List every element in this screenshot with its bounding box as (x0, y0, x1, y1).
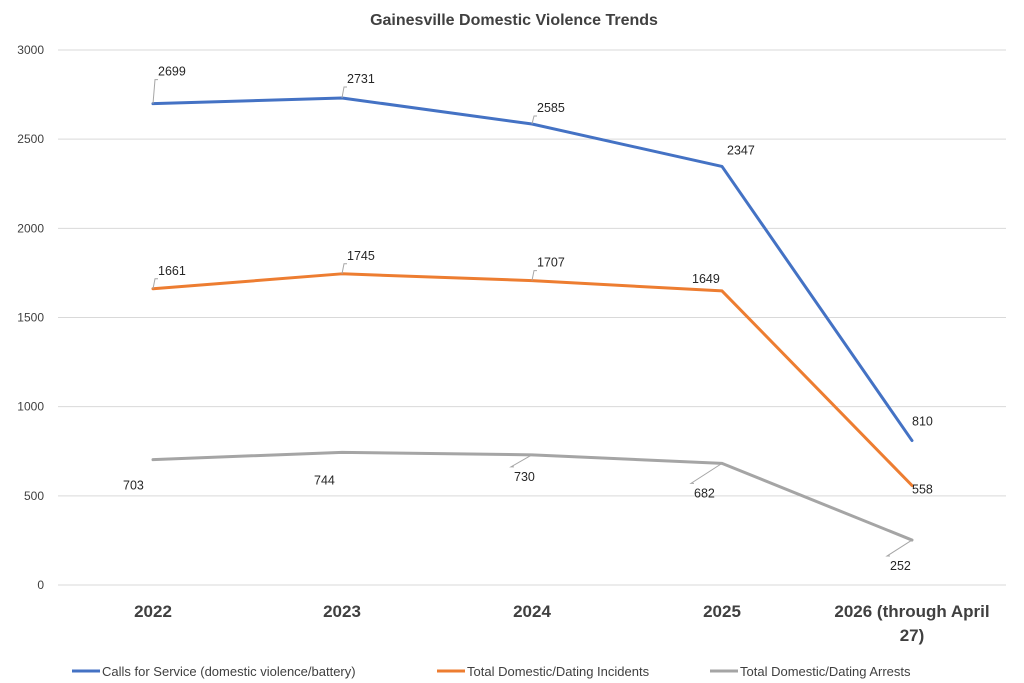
data-label: 1707 (537, 256, 565, 270)
data-label: 810 (912, 415, 933, 429)
x-axis-ticks: 2022 2023 2024 2025 2026 (through April 27) (134, 602, 990, 645)
y-tick-label: 0 (37, 578, 44, 592)
label-leader-line (152, 79, 158, 104)
data-label: 744 (314, 473, 335, 487)
label-leader-line (509, 454, 533, 468)
label-leader-line (531, 270, 537, 281)
y-axis-ticks: 0 500 1000 1500 2000 2500 3000 (17, 43, 44, 592)
legend: Calls for Service (domestic violence/bat… (72, 664, 911, 679)
data-label: 1745 (347, 249, 375, 263)
label-leader-line (341, 263, 347, 274)
label-leader-line (531, 115, 537, 125)
data-labels: 2699 2731 2585 2347 810 1661 1745 1707 1649 558 70… (123, 65, 933, 573)
gridlines (58, 49, 1006, 586)
data-label: 2585 (537, 101, 565, 115)
chart-title: Gainesville Domestic Violence Trends (370, 12, 658, 29)
x-tick-label: 2025 (703, 602, 741, 621)
y-tick-label: 2000 (17, 221, 44, 235)
label-leader-line (689, 462, 723, 484)
data-label: 703 (123, 479, 144, 493)
label-leader-line (885, 539, 913, 557)
x-tick-label: 2022 (134, 602, 172, 621)
x-tick-label: 2026 (through April 27) (834, 602, 989, 645)
data-label: 1649 (692, 272, 720, 286)
legend-label: Total Domestic/Dating Incidents (467, 664, 650, 679)
y-tick-label: 500 (24, 489, 44, 503)
label-leader-line (152, 278, 158, 289)
data-label: 2699 (158, 65, 186, 79)
data-label: 252 (890, 559, 911, 573)
data-label: 558 (912, 482, 933, 496)
data-label: 2731 (347, 72, 375, 86)
data-label: 2347 (727, 143, 755, 157)
data-label: 1661 (158, 264, 186, 278)
x-tick-label: 2024 (513, 602, 551, 621)
x-tick-label: 2023 (323, 602, 361, 621)
legend-label: Total Domestic/Dating Arrests (740, 664, 911, 679)
label-leader-line (341, 86, 347, 99)
data-label: 682 (694, 486, 715, 500)
data-label: 730 (514, 470, 535, 484)
legend-label: Calls for Service (domestic violence/bat… (102, 664, 356, 679)
y-tick-label: 3000 (17, 43, 44, 57)
y-tick-label: 1000 (17, 400, 44, 414)
y-tick-label: 1500 (17, 311, 44, 325)
series-line (151, 96, 914, 443)
y-tick-label: 2500 (17, 132, 44, 146)
